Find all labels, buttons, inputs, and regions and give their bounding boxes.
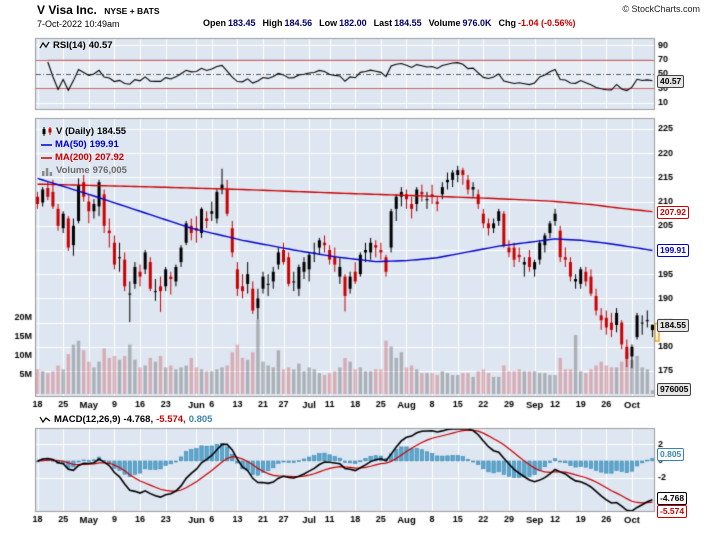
company-name: Visa Inc. (48, 3, 97, 17)
quote-chg: Chg -1.04 (-0.56%) (499, 18, 576, 28)
exchange-label: NYSE + BATS (104, 6, 160, 16)
ma200-legend-label: MA(200) (55, 152, 92, 163)
quote-last: Last 184.55 (374, 18, 422, 28)
low-label: Low (319, 18, 338, 28)
ma200-value-badge: 207.92 (657, 206, 689, 219)
open-value: 183.45 (228, 18, 256, 28)
macd-signal-badge: -5.574 (657, 505, 688, 518)
quote-low: Low 182.00 (319, 18, 367, 28)
macd-legend-label: MACD(12,26,9) (54, 414, 121, 425)
last-label: Last (373, 18, 393, 28)
ma50-legend-label: MA(50) (55, 139, 87, 150)
quote-volume: Volume 976.0K (429, 18, 492, 28)
ma200-legend-row: MA(200) 207.92 (41, 151, 127, 164)
open-label: Open (203, 18, 227, 28)
high-label: High (262, 18, 283, 28)
candlestick-icon (41, 126, 53, 137)
volume-legend-value: 976,005 (92, 165, 127, 176)
ticker: V (37, 3, 46, 17)
symbol-title: V Visa Inc. NYSE + BATS (37, 3, 160, 17)
macd-signal-legend-value: -5.574, (156, 414, 186, 425)
copyright: © StockCharts.com (622, 4, 700, 14)
macd-line-badge: -4.768 (657, 492, 688, 505)
volume-value: 976.0K (462, 18, 492, 28)
chg-label: Chg (498, 18, 517, 28)
ma50-value-badge: 199.91 (657, 244, 689, 257)
price-legend-label: V (Daily) (56, 126, 95, 137)
rsi-legend-value: 40.57 (88, 40, 113, 51)
macd-legend-icon (39, 415, 51, 424)
chg-value: -1.04 (-0.56%) (518, 18, 576, 28)
rsi-legend-icon (39, 41, 50, 50)
volume-legend-row: Volume 976,005 (41, 164, 127, 177)
macd-hist-badge: 0.805 (657, 448, 685, 461)
ma50-line-icon (41, 143, 52, 147)
volume-label: Volume (428, 18, 461, 28)
price-legend-value: 184.55 (97, 126, 127, 137)
quote-high: High 184.56 (263, 18, 313, 28)
ma50-legend-row: MA(50) 199.91 (41, 138, 127, 151)
high-value: 184.56 (284, 18, 313, 28)
low-value: 182.00 (339, 18, 367, 28)
last-price-badge: 184.55 (657, 319, 689, 332)
quote-line: Open 183.45 High 184.56 Low 182.00 Last 184.… (203, 18, 576, 28)
macd-legend-value: -4.768, (123, 414, 154, 425)
ma200-line-icon (41, 156, 52, 160)
rsi-value-badge: 40.57 (657, 75, 685, 88)
rsi-legend: RSI(14) 40.57 (39, 40, 113, 51)
volume-legend-label: Volume (56, 165, 90, 176)
ma200-legend-value: 207.92 (94, 152, 125, 163)
ma50-legend-value: 199.91 (89, 139, 119, 150)
quote-open: Open 183.45 (203, 18, 256, 28)
volume-value-badge: 976005 (657, 383, 692, 396)
volume-bars-icon (41, 166, 53, 176)
macd-legend: MACD(12,26,9) -4.768, -5.574, 0.805 (39, 414, 212, 425)
rsi-legend-label: RSI(14) (53, 40, 86, 51)
last-value: 184.55 (394, 18, 422, 28)
macd-hist-legend-value: 0.805 (188, 414, 213, 425)
chart-datetime: 7-Oct-2022 10:49am (37, 19, 120, 29)
price-legend: V (Daily) 184.55 MA(50) 199.91 MA(200) 2… (41, 125, 127, 177)
price-legend-symbol-row: V (Daily) 184.55 (41, 125, 127, 138)
